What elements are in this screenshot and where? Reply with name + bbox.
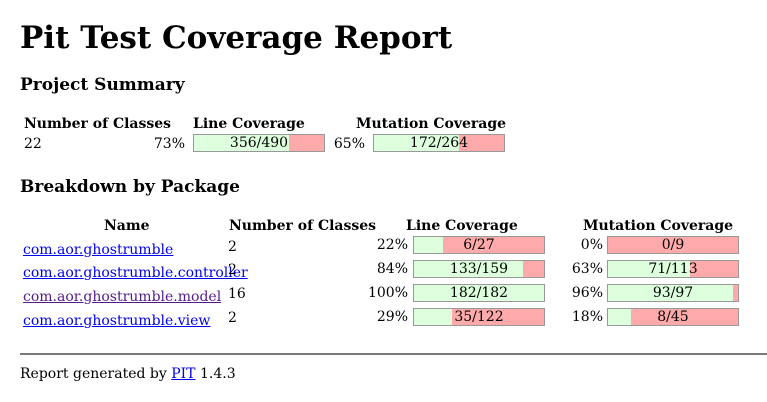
summary-line-percent: 73% [153,136,185,152]
summary-mutation-percent: 65% [333,136,365,152]
package-mutation-bar-fill [608,285,733,301]
package-line-bar: 182/182 [413,284,545,302]
footer-version: 1.4.3 [199,366,236,382]
pit-link[interactable]: PIT [171,366,196,382]
package-line-bar-text: 133/159 [449,261,509,277]
breakdown-col-mutation: Mutation Coverage [583,218,734,234]
package-mutation-bar: 71/113 [607,260,739,278]
package-link[interactable]: com.aor.ghostrumble.model [23,289,222,305]
package-line-bar: 6/27 [413,236,545,254]
package-mutation-bar-fill [608,309,632,325]
summary-mutation-bar: 172/264 [373,134,505,152]
package-link[interactable]: com.aor.ghostrumble.view [23,313,211,329]
package-line-bar-fill [414,309,452,325]
package-line-bar-fill [414,285,544,301]
summary-mutation-bar-text: 172/264 [409,135,469,151]
summary-mutation-bar-fill [374,135,459,151]
package-mutation-percent: 18% [571,309,603,325]
package-line-bar-text: 35/122 [454,309,504,325]
package-line-bar-fill [414,261,524,277]
package-line-bar-text: 6/27 [463,237,495,253]
breakdown-heading: Breakdown by Package [20,177,240,197]
package-mutation-bar: 0/9 [607,236,739,254]
package-line-bar: 35/122 [413,308,545,326]
package-line-percent: 22% [376,237,408,253]
package-line-bar-text: 182/182 [449,285,509,301]
summary-col-line: Line Coverage [193,116,305,132]
package-mutation-bar: 93/97 [607,284,739,302]
package-mutation-bar-text: 93/97 [652,285,694,301]
summary-line-bar-fill [194,135,289,151]
summary-classes-value: 22 [24,136,42,152]
package-link[interactable]: com.aor.ghostrumble.controller [23,265,248,281]
summary-col-classes: Number of Classes [24,116,172,132]
package-mutation-percent: 96% [571,285,603,301]
package-mutation-percent: 0% [580,237,603,253]
summary-line-bar-text: 356/490 [229,135,289,151]
summary-line-bar: 356/490 [193,134,325,152]
package-mutation-bar-fill [608,261,690,277]
package-classes: 16 [228,286,246,302]
package-line-percent: 84% [376,261,408,277]
package-mutation-bar-text: 0/9 [661,237,685,253]
breakdown-col-name: Name [104,218,150,234]
package-mutation-percent: 63% [571,261,603,277]
footer-prefix: Report generated by [20,366,167,382]
package-classes: 2 [228,239,237,255]
package-mutation-bar-text: 71/113 [648,261,698,277]
page-title: Pit Test Coverage Report [20,20,453,56]
footer-text: Report generated by PIT 1.4.3 [20,366,236,382]
breakdown-col-line: Line Coverage [406,218,518,234]
package-line-bar: 133/159 [413,260,545,278]
package-link[interactable]: com.aor.ghostrumble [23,242,174,258]
summary-col-mutation: Mutation Coverage [356,116,507,132]
project-summary-heading: Project Summary [20,75,185,95]
package-line-bar-fill [414,237,443,253]
package-line-percent: 29% [376,309,408,325]
package-classes: 2 [228,310,237,326]
package-classes: 2 [228,262,237,278]
package-mutation-bar: 8/45 [607,308,739,326]
package-line-percent: 100% [367,285,408,301]
breakdown-col-classes: Number of Classes [229,218,377,234]
footer-divider [20,353,767,355]
package-mutation-bar-text: 8/45 [657,309,689,325]
